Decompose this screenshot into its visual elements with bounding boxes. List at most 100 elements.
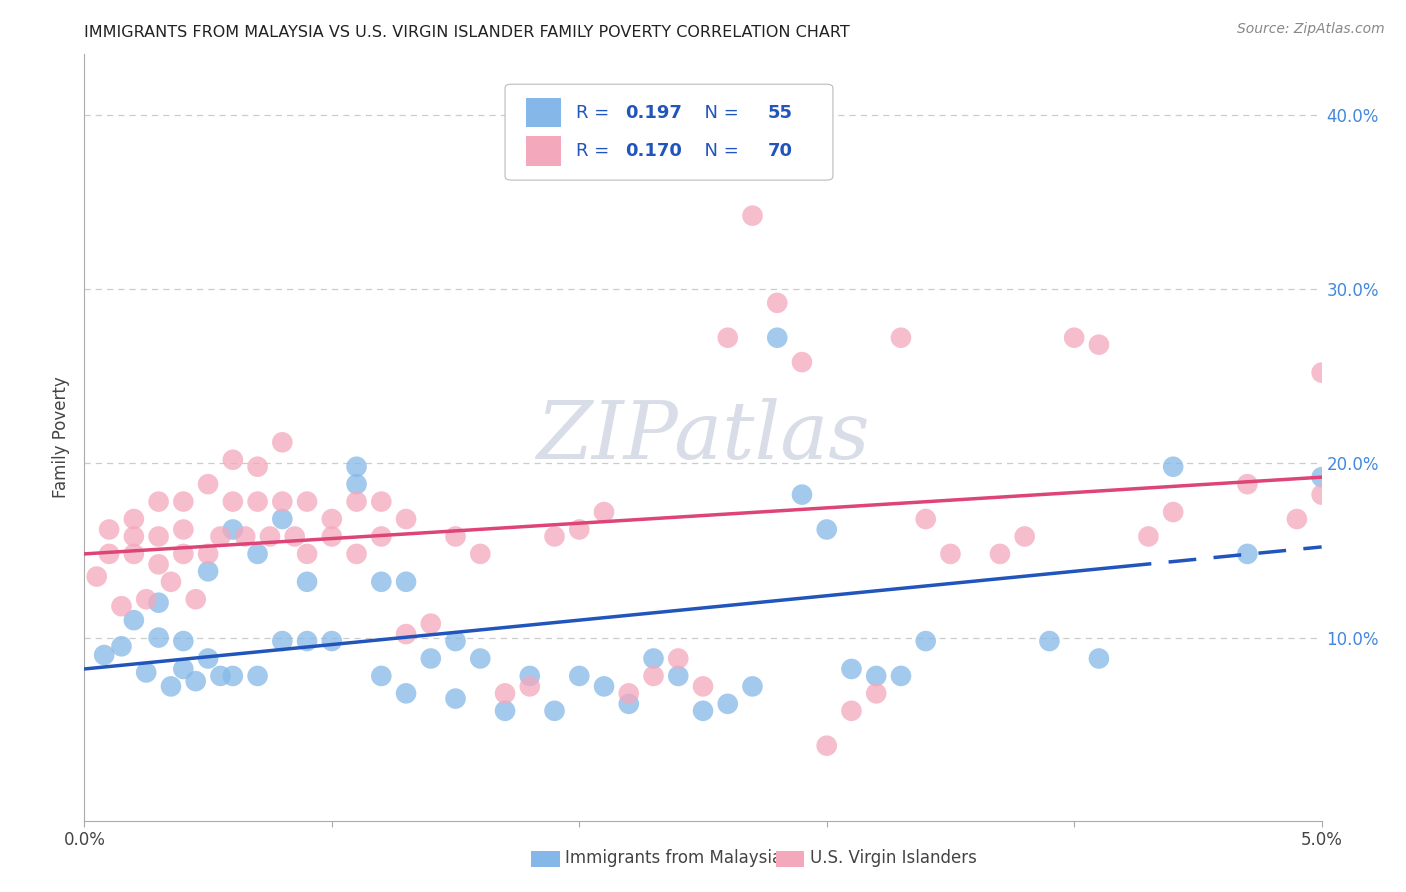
Point [470,547,492,561]
Point [246,669,269,683]
Point [222,494,245,508]
Point [1310,487,1333,501]
Point [1236,477,1258,491]
Text: Source: ZipAtlas.com: Source: ZipAtlas.com [1237,22,1385,37]
Point [666,651,689,665]
Point [741,209,763,223]
Point [148,596,170,610]
Point [197,651,219,665]
Point [692,704,714,718]
Text: 0.170: 0.170 [626,142,682,160]
Point [395,574,418,589]
Point [135,592,157,607]
Point [865,686,887,700]
Point [815,523,838,537]
Point [148,631,170,645]
Point [914,634,936,648]
Point [790,487,813,501]
Point [1285,512,1308,526]
Point [841,662,863,676]
Point [122,613,145,627]
Point [914,512,936,526]
Point [593,505,616,519]
Point [643,651,665,665]
Point [346,459,368,474]
Text: 0.197: 0.197 [626,103,682,121]
Point [246,547,269,561]
Point [148,529,170,543]
Point [222,452,245,467]
Point [259,529,281,543]
Point [1038,634,1060,648]
Point [717,697,740,711]
Text: Immigrants from Malaysia: Immigrants from Malaysia [565,849,782,867]
Point [395,627,418,641]
Point [172,494,194,508]
Text: N =: N = [693,103,745,121]
Point [370,669,392,683]
Point [346,547,368,561]
Point [568,669,591,683]
Point [1310,470,1333,484]
Point [766,331,789,345]
Point [543,529,565,543]
Point [444,691,467,706]
Point [209,669,232,683]
Point [295,547,318,561]
FancyBboxPatch shape [526,98,561,128]
Point [1137,529,1160,543]
Point [988,547,1011,561]
Point [271,512,294,526]
Point [246,459,269,474]
Y-axis label: Family Poverty: Family Poverty [52,376,70,498]
Point [692,680,714,694]
Point [346,494,368,508]
Point [939,547,962,561]
Text: 55: 55 [768,103,793,121]
Point [890,669,912,683]
Point [172,523,194,537]
Point [122,512,145,526]
Point [321,512,343,526]
Point [1310,366,1333,380]
Point [1161,505,1184,519]
Point [321,529,343,543]
Point [1088,651,1111,665]
Text: R =: R = [575,142,614,160]
Point [295,574,318,589]
Point [86,569,108,583]
Point [741,680,763,694]
Point [444,634,467,648]
Point [370,494,392,508]
Point [395,686,418,700]
Point [841,704,863,718]
Point [160,574,183,589]
Point [419,651,441,665]
Text: IMMIGRANTS FROM MALAYSIA VS U.S. VIRGIN ISLANDER FAMILY POVERTY CORRELATION CHAR: IMMIGRANTS FROM MALAYSIA VS U.S. VIRGIN … [84,25,851,40]
Text: N =: N = [693,142,745,160]
Point [666,669,689,683]
Point [197,477,219,491]
Point [890,331,912,345]
Point [568,523,591,537]
Point [246,494,269,508]
Point [184,592,207,607]
Point [135,665,157,680]
Point [209,529,232,543]
FancyBboxPatch shape [526,136,561,166]
Point [1063,331,1085,345]
Point [321,634,343,648]
Point [346,477,368,491]
Point [419,616,441,631]
FancyBboxPatch shape [505,84,832,180]
Point [197,565,219,579]
Text: R =: R = [575,103,614,121]
Point [1088,337,1111,351]
Point [865,669,887,683]
Point [172,662,194,676]
Point [815,739,838,753]
Point [470,651,492,665]
Point [543,704,565,718]
Point [370,574,392,589]
Point [148,558,170,572]
